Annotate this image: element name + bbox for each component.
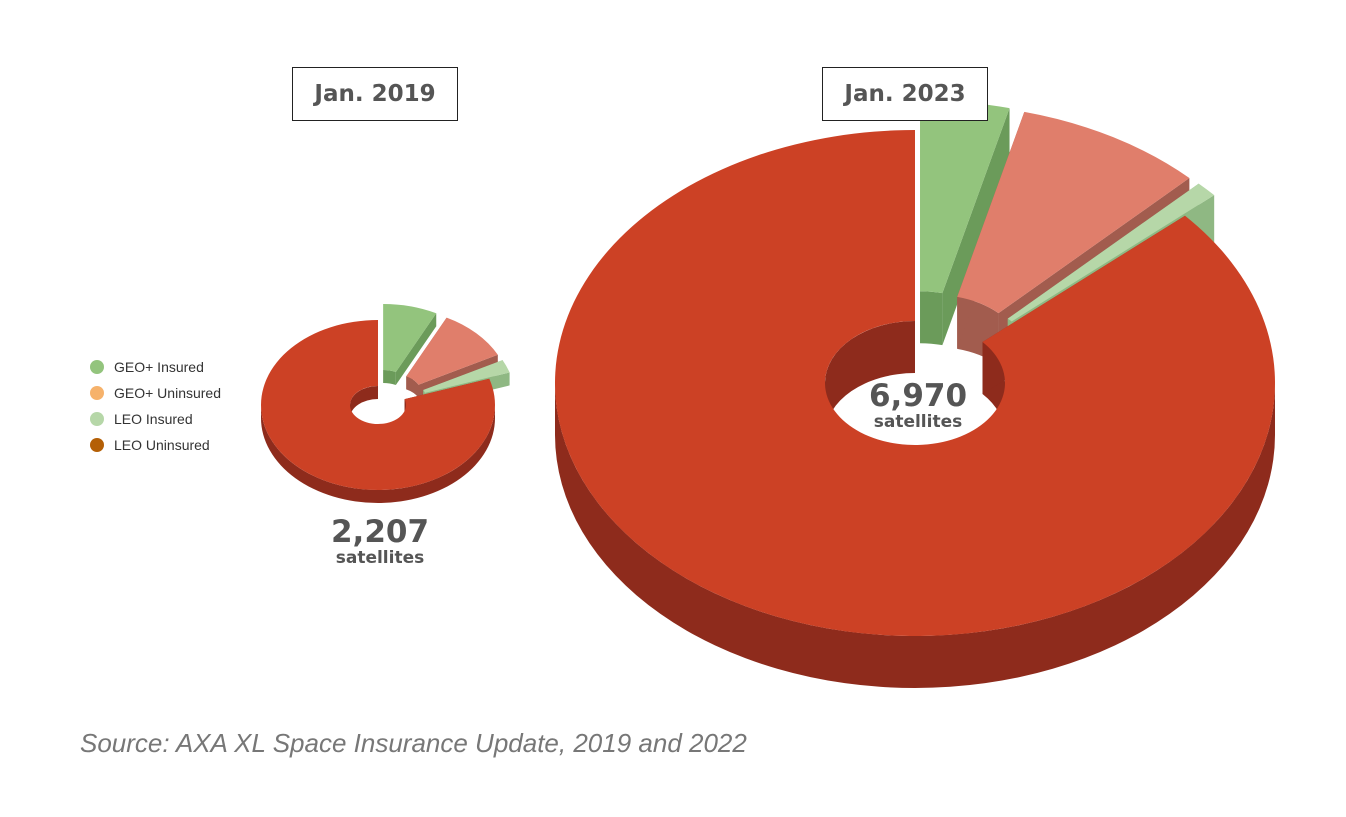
donut-1-geo-insured-slice (920, 100, 1010, 294)
legend-swatch (90, 360, 104, 374)
donut-0-leo-uninsured-inner-wall (350, 386, 406, 418)
donut-1-geo-uninsured-slice (957, 111, 1190, 314)
legend-label: GEO+ Uninsured (114, 385, 221, 401)
donut-0-geo-uninsured-slice (406, 317, 498, 385)
legend-swatch (90, 386, 104, 400)
donut-0-leo-insured-slice (423, 360, 510, 393)
total-2019: 2,207 satellites (300, 516, 460, 568)
legend-item: GEO+ Insured (90, 354, 221, 380)
legend-item: LEO Insured (90, 406, 221, 432)
donut-1-geo-insured-inner-wall (920, 291, 943, 346)
donut-0-leo-uninsured-slice (261, 320, 496, 490)
total-2019-value: 2,207 (330, 514, 430, 550)
chart-title-2019: Jan. 2019 (292, 67, 458, 121)
donut-1-leo-uninsured-side (555, 383, 1275, 688)
chart-title-2023: Jan. 2023 (822, 67, 988, 121)
donut-1-geo-insured-cut-face (942, 108, 1010, 346)
total-2019-unit: satellites (335, 548, 425, 568)
donut-0-geo-insured-slice (383, 303, 437, 373)
legend-item: GEO+ Uninsured (90, 380, 221, 406)
legend-label: LEO Uninsured (114, 437, 210, 453)
donut-1-leo-uninsured-inner-wall (825, 321, 1005, 435)
legend-item: LEO Uninsured (90, 432, 221, 458)
total-2023-unit: satellites (873, 412, 963, 432)
total-2023: 6,970 satellites (838, 380, 998, 432)
legend-swatch (90, 438, 104, 452)
source-note: Source: AXA XL Space Insurance Update, 2… (80, 728, 747, 758)
legend-label: GEO+ Insured (114, 359, 204, 375)
legend-label: LEO Insured (114, 411, 193, 427)
total-2023-value: 6,970 (868, 378, 968, 414)
donut-0-geo-insured-inner-wall (383, 369, 396, 386)
donut-1-leo-insured-slice (1007, 183, 1215, 322)
legend: GEO+ Insured GEO+ Uninsured LEO Insured … (90, 354, 221, 458)
legend-swatch (90, 412, 104, 426)
donut-0-geo-insured-cut-face (395, 313, 437, 386)
donut-1-leo-uninsured-slice (555, 130, 1275, 636)
